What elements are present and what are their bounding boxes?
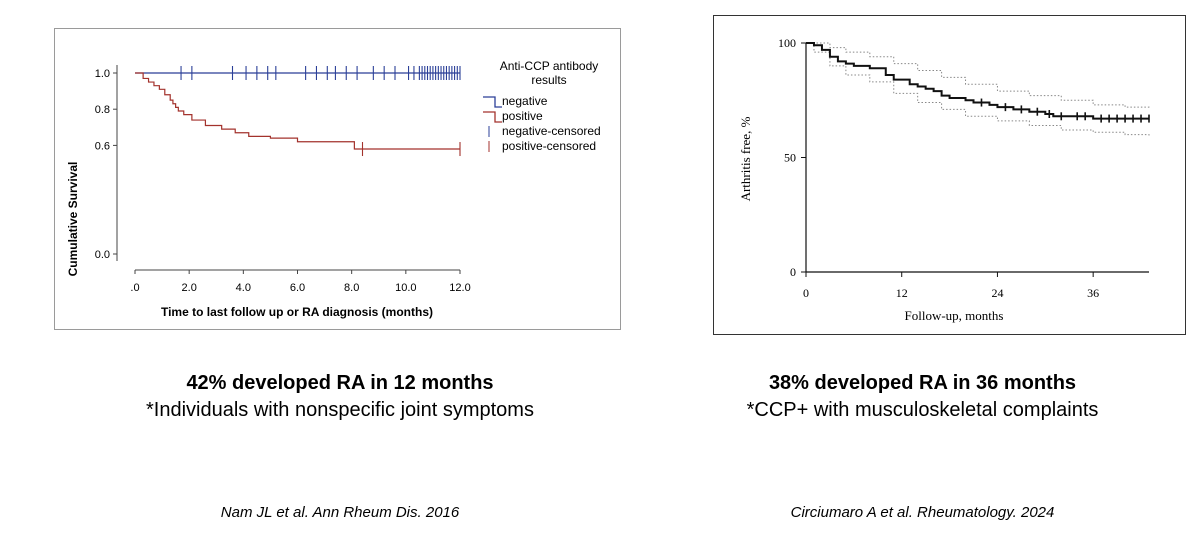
right-ci-upper-line: [806, 42, 1150, 110]
left-x-tick-label: .0: [130, 282, 139, 294]
legend-negative-censored-label: negative-censored: [502, 124, 601, 138]
right-x-tick-label: 24: [991, 286, 1003, 300]
legend-positive-swatch: [483, 111, 502, 123]
left-citation: Nam JL et al. Ann Rheum Dis. 2016: [220, 504, 460, 521]
right-x-tick-label: 36: [1087, 286, 1099, 300]
right-ci-lower-line: [806, 42, 1150, 137]
km-chart-left: 0.0 0.6 0.8 1.0 .0 2.0 4.0 6.0 8.0 10.0 12.0 Cumul…: [66, 59, 601, 319]
legend-positive-label: positive: [502, 109, 543, 123]
right-caption: 38% developed RA in 36 months *CCP+ with…: [650, 372, 1195, 422]
left-y-tick-label: 0.6: [95, 140, 110, 152]
right-x-tick-label: 12: [896, 286, 908, 300]
right-y-tick-label: 0: [790, 265, 796, 279]
left-caption-title: 42% developed RA in 12 months: [186, 372, 494, 394]
right-survival-line: [806, 42, 1149, 120]
km-chart-right: 0 50 100 0 12 24 36 Arthritis free, % Follow-u…: [738, 36, 1150, 323]
left-caption: 42% developed RA in 12 months *Individua…: [40, 372, 640, 422]
right-citation: Circiumaro A et al. Rheumatology. 2024: [790, 504, 1055, 521]
left-x-tick-label: 12.0: [449, 282, 470, 294]
left-y-tick-label: 1.0: [95, 68, 110, 80]
left-y-axis-label: Cumulative Survival: [66, 162, 80, 277]
right-x-tick-label: 0: [803, 286, 809, 300]
left-y-tick-label: 0.0: [95, 249, 110, 261]
legend-positive-censored-label: positive-censored: [502, 139, 596, 153]
left-x-tick-label: 6.0: [290, 282, 305, 294]
km-chart-right-panel: 0 50 100 0 12 24 36 Arthritis free, % Follow-u…: [713, 15, 1186, 335]
km-chart-left-panel: 0.0 0.6 0.8 1.0 .0 2.0 4.0 6.0 8.0 10.0 12.0 Cumul…: [54, 28, 621, 330]
left-legend: Anti-CCP antibody results negativepositi…: [483, 59, 601, 153]
left-x-axis-label: Time to last follow up or RA diagnosis (…: [161, 305, 433, 319]
legend-title-line-2: results: [531, 73, 566, 87]
legend-negative-label: negative: [502, 94, 548, 108]
legend-title: Anti-CCP antibody: [500, 59, 599, 73]
right-caption-title: 38% developed RA in 36 months: [768, 372, 1077, 394]
right-x-axis-label: Follow-up, months: [905, 308, 1004, 323]
left-caption-subtitle: *Individuals with nonspecific joint symp…: [146, 399, 534, 421]
left-x-tick-label: 4.0: [236, 282, 251, 294]
right-y-tick-label: 50: [784, 151, 796, 165]
left-x-tick-label: 2.0: [182, 282, 197, 294]
left-x-tick-label: 8.0: [344, 282, 359, 294]
right-y-axis-label: Arthritis free, %: [738, 116, 753, 201]
left-series-positive-line: [135, 72, 460, 150]
right-caption-subtitle: *CCP+ with musculoskeletal complaints: [746, 399, 1099, 421]
right-y-tick-label: 100: [778, 36, 796, 50]
left-y-tick-label: 0.8: [95, 104, 110, 116]
left-x-tick-label: 10.0: [395, 282, 416, 294]
legend-negative-swatch: [483, 96, 502, 108]
